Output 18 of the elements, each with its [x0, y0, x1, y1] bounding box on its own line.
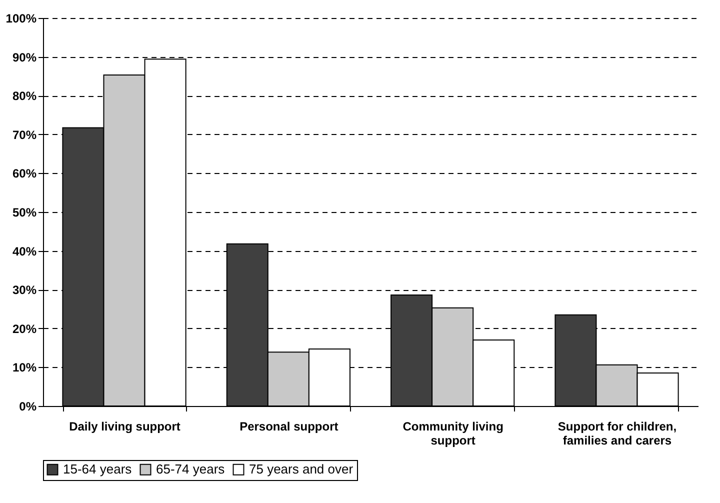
- x-tick-label: Support for children, families and carers: [558, 420, 677, 448]
- y-tick-label: 10%: [12, 360, 37, 375]
- y-tick-label: 80%: [12, 89, 37, 104]
- y-tick-label: 70%: [12, 128, 37, 142]
- y-tick-label: 100%: [6, 12, 37, 26]
- y-tick-label: 50%: [12, 206, 37, 220]
- legend-label: 65-74 years: [156, 462, 226, 477]
- x-tick-label: Daily living support: [69, 420, 180, 434]
- y-tick-label: 30%: [12, 283, 37, 298]
- y-tick-label: 90%: [12, 50, 37, 64]
- x-tick-label: Personal support: [240, 420, 338, 434]
- legend-label: 75 years and over: [249, 462, 354, 477]
- y-tick-label: 40%: [12, 244, 37, 258]
- legend-label: 15-64 years: [63, 462, 132, 477]
- y-tick-label: 0%: [19, 400, 37, 414]
- y-tick-label: 60%: [12, 166, 37, 181]
- x-tick-label: Community living support: [402, 420, 504, 448]
- y-tick-label: 20%: [12, 322, 37, 336]
